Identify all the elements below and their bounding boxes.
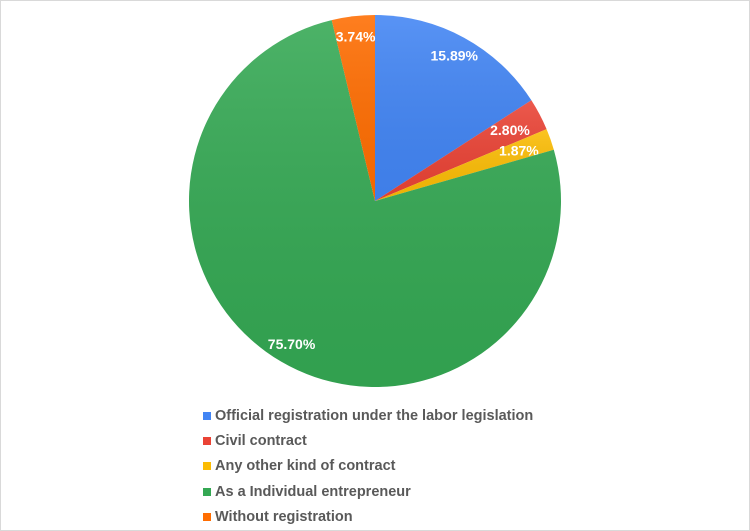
legend-swatch: [203, 487, 211, 496]
legend-swatch: [203, 462, 211, 471]
legend: Official registration under the labor le…: [203, 403, 533, 529]
legend-label: As a Individual entrepreneur: [215, 483, 411, 500]
pie-slice-shade: [375, 100, 547, 201]
legend-item: Official registration under the labor le…: [203, 403, 533, 428]
pie-slice-shade: [375, 15, 532, 201]
legend-item: Civil contract: [203, 428, 533, 453]
legend-label: Civil contract: [215, 432, 307, 449]
pie-chart: 15.89% 2.80% 1.87% 75.70% 3.74%: [189, 15, 561, 388]
legend-item: Any other kind of contract: [203, 454, 533, 479]
data-label: 15.89%: [431, 48, 479, 64]
data-label: 1.87%: [499, 142, 539, 158]
pie-slice-shade: [331, 15, 375, 201]
pie-slice-shade: [189, 20, 561, 388]
legend-swatch: [203, 411, 211, 420]
legend-swatch: [203, 436, 211, 445]
legend-label: Any other kind of contract: [215, 458, 396, 475]
legend-label: Without registration: [215, 508, 353, 525]
data-label: 75.70%: [268, 336, 316, 352]
legend-swatch: [203, 512, 211, 521]
data-label: 2.80%: [490, 122, 530, 138]
legend-item: Without registration: [203, 504, 533, 529]
pie-slice-shade: [375, 129, 554, 201]
data-label: 3.74%: [336, 29, 376, 45]
legend-label: Official registration under the labor le…: [215, 407, 534, 424]
legend-item: As a Individual entrepreneur: [203, 479, 533, 504]
